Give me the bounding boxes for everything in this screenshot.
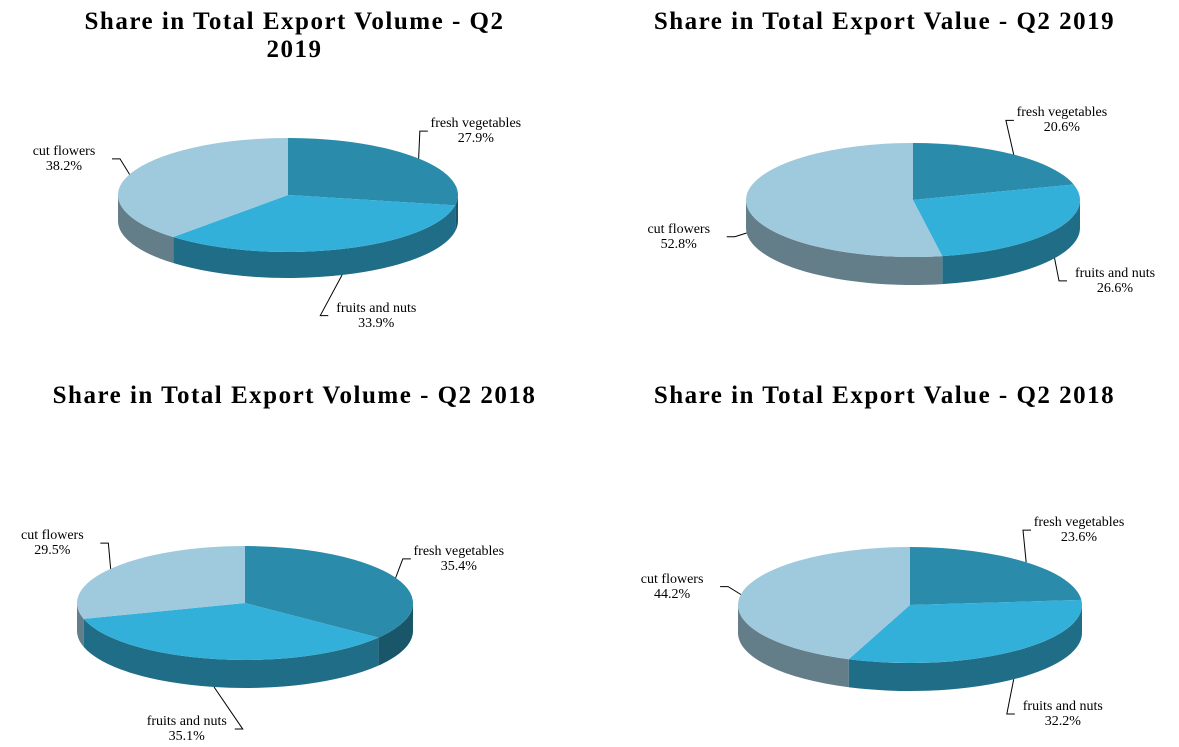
value-label: 44.2%	[654, 586, 691, 602]
leader-line	[726, 232, 747, 238]
slice	[913, 184, 1080, 257]
leader-line	[213, 686, 244, 730]
leader-line	[319, 274, 343, 317]
slice	[746, 143, 943, 257]
leader-line	[720, 586, 742, 595]
slice-label: cut flowers 38.2%	[14, 144, 114, 174]
category-label: cut flowers	[21, 528, 84, 544]
chart-title: Share in Total Export Volume - Q2 2019	[84, 8, 505, 63]
slice-side	[848, 605, 1082, 691]
slice-label: fruits and nuts 35.1%	[137, 714, 237, 744]
slice	[83, 603, 379, 660]
slice	[288, 138, 458, 206]
leader-line	[418, 130, 428, 159]
slice-label: fresh vegetables 23.6%	[1029, 515, 1129, 545]
leader-line	[1054, 258, 1068, 282]
slice-side	[83, 618, 379, 688]
leader-line	[112, 158, 130, 175]
pie-plot	[76, 542, 414, 730]
slice-side	[118, 195, 174, 264]
slice	[173, 195, 456, 252]
category-label: fruits and nuts	[336, 300, 417, 316]
leader-line	[1006, 679, 1015, 715]
slice-side	[942, 200, 1080, 285]
slice-label: cut flowers 29.5%	[2, 528, 102, 558]
slice-label: cut flowers 52.8%	[629, 222, 729, 252]
value-label: 35.4%	[440, 558, 477, 574]
pie-chart: Share in Total Export Volume - Q2 2018 fr…	[0, 374, 589, 747]
pie-chart: Share in Total Export Value - Q2 2019 fre…	[590, 0, 1179, 373]
value-label: 38.2%	[45, 158, 83, 174]
chart-title: Share in Total Export Volume - Q2 2018	[52, 382, 537, 409]
leader-line	[1022, 529, 1032, 563]
slice-label: fruits and nuts 33.9%	[326, 301, 426, 331]
slice-side	[746, 200, 943, 285]
leader-line	[395, 558, 411, 578]
pie-plot	[720, 529, 1082, 715]
pie-chart: Share in Total Export Volume - Q2 2019 fr…	[0, 0, 589, 373]
value-label: 32.2%	[1044, 713, 1081, 729]
category-label: fruits and nuts	[1074, 265, 1156, 281]
pie-chart: Share in Total Export Value - Q2 2018 fre…	[590, 374, 1179, 747]
slice	[913, 143, 1074, 200]
chart-title: Share in Total Export Value - Q2 2019	[653, 8, 1116, 35]
slice-side	[738, 605, 849, 688]
slice-side	[77, 603, 84, 647]
category-label: fresh vegetables	[1033, 515, 1125, 531]
category-label: fresh vegetables	[1016, 105, 1108, 121]
category-label: cut flowers	[32, 143, 96, 159]
slice-side	[455, 195, 459, 232]
leader-line	[100, 542, 112, 569]
slice-label: cut flowers 44.2%	[622, 572, 722, 602]
pie-plot	[112, 130, 459, 317]
category-label: fresh vegetables	[413, 543, 505, 559]
category-label: fresh vegetables	[430, 116, 522, 132]
value-label: 52.8%	[660, 236, 697, 252]
slice	[245, 546, 414, 638]
value-label: 29.5%	[34, 543, 71, 559]
slice-label: fresh vegetables 20.6%	[1012, 105, 1112, 135]
slice-label: fruits and nuts 32.2%	[1013, 699, 1113, 729]
chart-title: Share in Total Export Value - Q2 2018	[653, 382, 1116, 409]
slice-label: fresh vegetables 35.4%	[409, 544, 509, 574]
slice	[738, 547, 910, 660]
leader-line	[1005, 119, 1015, 155]
value-label: 26.6%	[1096, 280, 1134, 296]
pie-plot	[726, 119, 1080, 285]
slice-side	[378, 603, 414, 666]
slice	[848, 599, 1082, 663]
category-label: cut flowers	[647, 221, 711, 237]
slice	[910, 547, 1082, 605]
slice	[76, 546, 245, 619]
value-label: 23.6%	[1060, 530, 1098, 546]
slice-label: fresh vegetables 27.9%	[426, 116, 526, 146]
value-label: 35.1%	[168, 729, 205, 745]
slice	[118, 138, 289, 238]
category-label: fruits and nuts	[1022, 698, 1103, 714]
slice-label: fruits and nuts 26.6%	[1065, 266, 1165, 296]
category-label: fruits and nuts	[146, 714, 227, 730]
value-label: 20.6%	[1043, 120, 1080, 136]
slice-side	[173, 205, 456, 278]
value-label: 27.9%	[457, 131, 494, 147]
category-label: cut flowers	[640, 571, 704, 587]
value-label: 33.9%	[358, 315, 395, 331]
